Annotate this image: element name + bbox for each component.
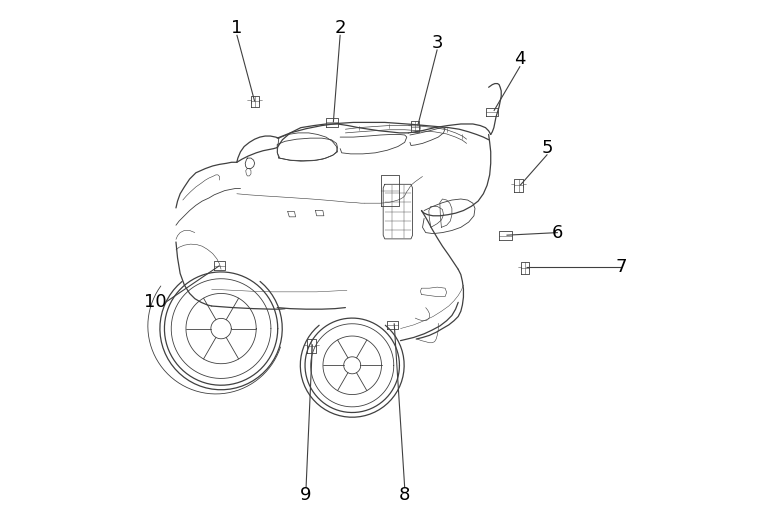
Text: 3: 3 [431,34,443,52]
Text: 4: 4 [514,50,526,68]
Text: 10: 10 [144,294,166,311]
Text: 6: 6 [552,224,564,241]
Text: 5: 5 [541,138,553,157]
Text: 9: 9 [300,486,312,504]
Text: 1: 1 [231,19,243,37]
Text: 8: 8 [399,486,410,504]
Text: 7: 7 [615,258,626,276]
Text: 2: 2 [335,19,346,37]
